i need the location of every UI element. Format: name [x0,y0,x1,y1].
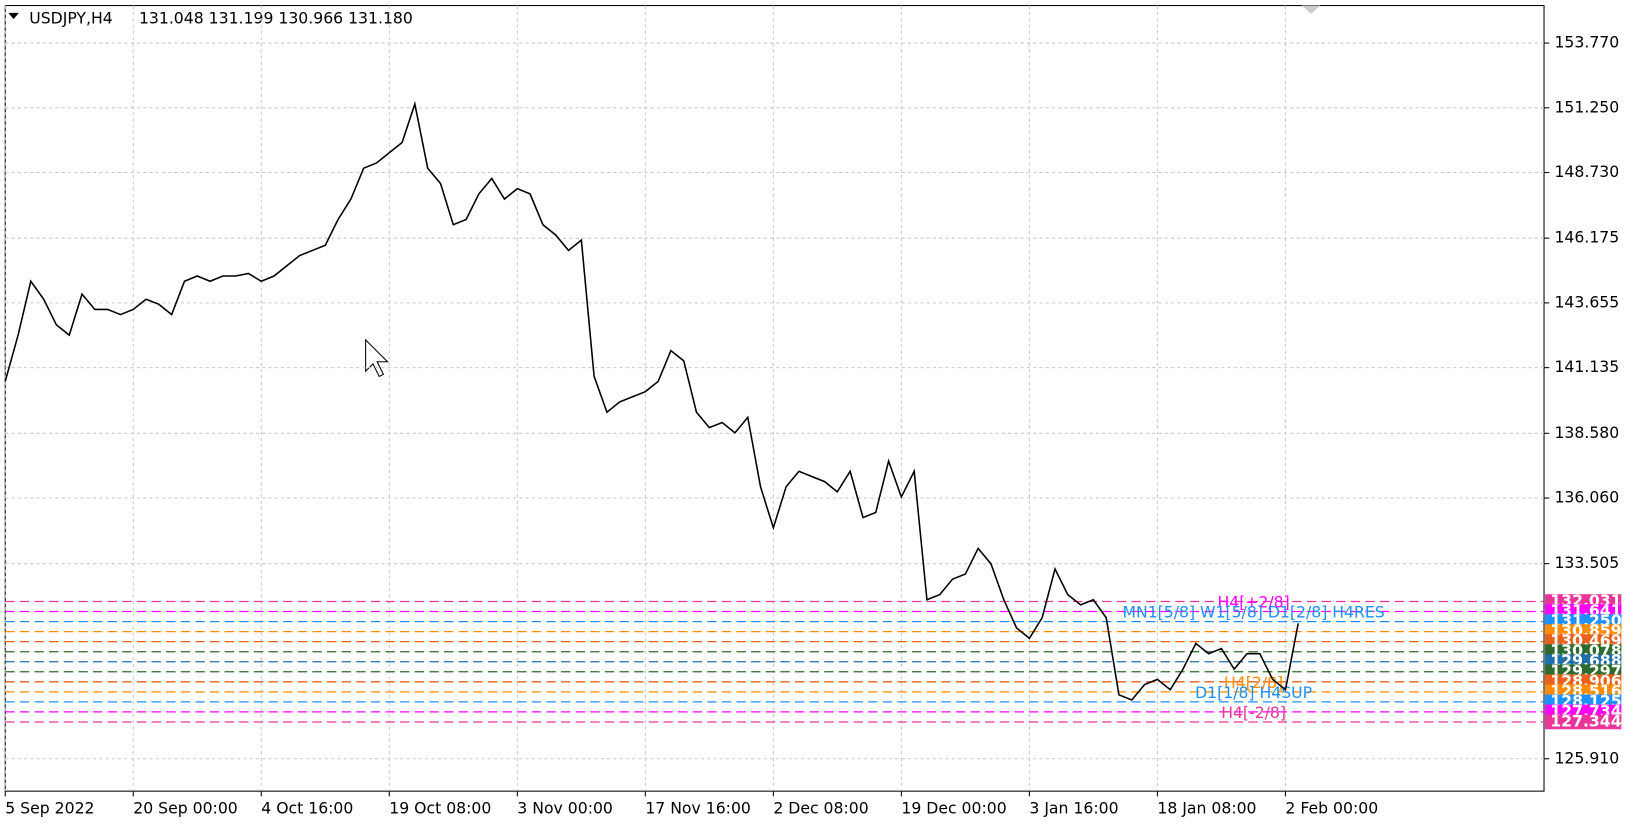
x-tick-label: 2 Dec 08:00 [773,798,868,817]
y-tick-label: 146.175 [1554,228,1619,247]
y-tick-label: 148.730 [1554,162,1619,181]
x-tick-label: 3 Jan 16:00 [1029,798,1118,817]
x-tick-label: 19 Oct 08:00 [389,798,491,817]
x-tick-label: 4 Oct 16:00 [261,798,353,817]
y-tick-label: 138.580 [1554,423,1619,442]
x-tick-label: 3 Nov 00:00 [517,798,613,817]
x-tick-label: 20 Sep 00:00 [133,798,238,817]
y-tick-label: 153.770 [1554,33,1619,52]
ohlc-values: 131.048 131.199 130.966 131.180 [139,9,413,28]
mouse-cursor [365,338,389,378]
level-tag: D1[1/8] H4SUP [1195,683,1312,702]
scroll-marker [1301,5,1321,14]
x-tick-label: 18 Jan 08:00 [1157,798,1256,817]
level-tag: MN1[5/8] W1[5/8] D1[2/8] H4RES [1122,603,1384,622]
x-tick-label: 19 Dec 00:00 [901,798,1006,817]
price-line [4,100,1299,701]
level-price-box [1545,714,1622,730]
level-tag: H4[-2/8] [1221,703,1286,722]
y-tick-label: 125.910 [1554,748,1619,767]
symbol-title: USDJPY,H4 [29,9,112,28]
level-tag: H4[2/8] [1224,673,1283,692]
y-tick-label: 133.505 [1554,553,1619,572]
y-tick-label: 141.135 [1554,357,1619,376]
plot-frame [4,5,1545,792]
y-tick-label: 143.655 [1554,292,1619,311]
y-tick-label: 151.250 [1554,97,1619,116]
x-tick-label: 17 Nov 16:00 [645,798,751,817]
level-price-label: 127.344 [1550,711,1621,730]
level-tag: H4[+2/8] [1217,593,1289,612]
x-tick-label: 2 Feb 00:00 [1285,798,1378,817]
menu-arrow[interactable] [8,12,19,20]
x-tick-label: 5 Sep 2022 [5,798,94,817]
y-tick-label: 136.060 [1554,488,1619,507]
